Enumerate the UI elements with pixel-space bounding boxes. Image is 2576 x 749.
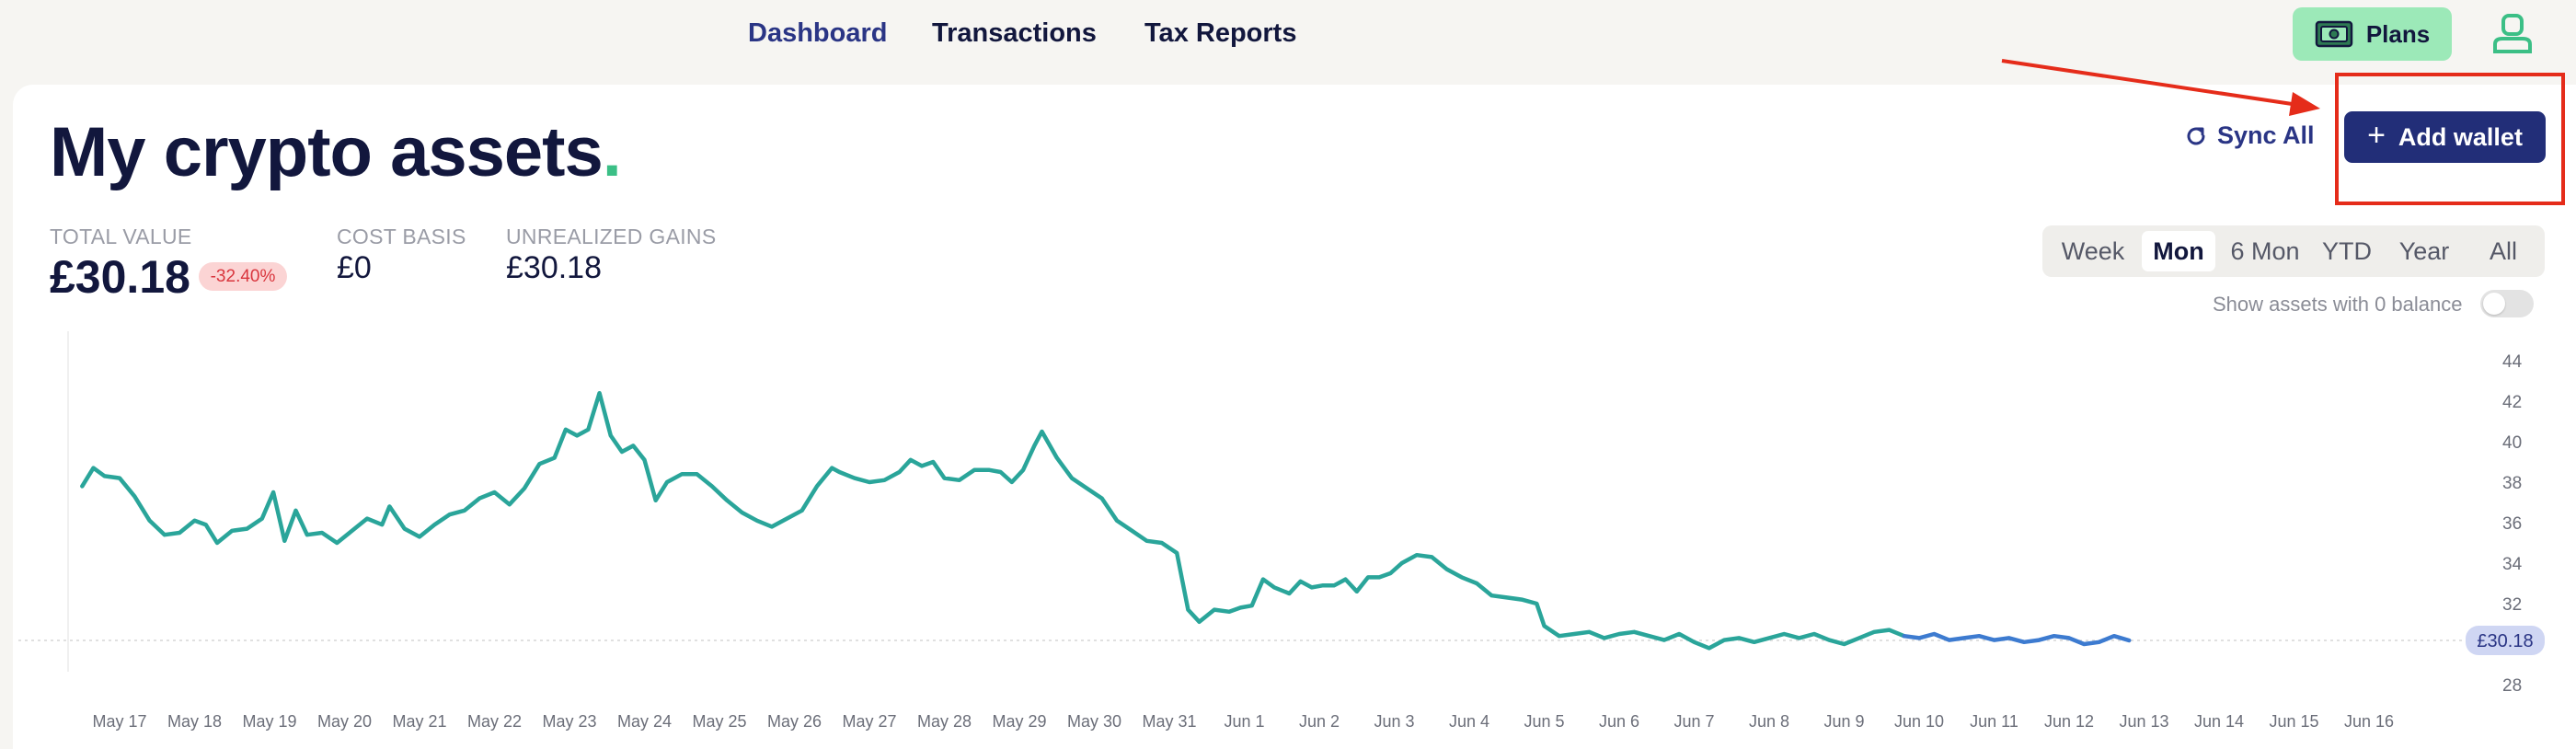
y-tick-label: 34 xyxy=(2502,555,2523,574)
x-tick-label: Jun 16 xyxy=(2344,712,2394,731)
sync-all-button[interactable]: Sync All xyxy=(2184,121,2315,150)
x-tick-label: Jun 1 xyxy=(1224,712,1264,731)
y-tick-label: 44 xyxy=(2502,352,2523,372)
x-tick-label: Jun 14 xyxy=(2194,712,2244,731)
series-line-recent xyxy=(1902,631,2132,647)
cost-basis-value: £0 xyxy=(337,250,372,285)
x-tick-label: Jun 13 xyxy=(2119,712,2168,731)
x-tick-label: May 27 xyxy=(842,712,896,731)
annotation-highlight-box xyxy=(2335,73,2565,205)
x-tick-label: Jun 7 xyxy=(1673,712,1714,731)
current-value-pill xyxy=(2466,626,2545,656)
total-value: £30.18 xyxy=(50,251,190,303)
x-tick-label: Jun 12 xyxy=(2044,712,2094,731)
toggle-knob xyxy=(2483,293,2505,315)
range-week[interactable]: Week xyxy=(2061,236,2125,265)
x-tick-label: May 31 xyxy=(1142,712,1196,731)
range-6-month[interactable]: 6 Mon xyxy=(2230,236,2300,265)
x-tick-label: May 26 xyxy=(767,712,822,731)
plans-label: Plans xyxy=(2365,19,2431,48)
current-value-label: £30.18 xyxy=(2477,631,2533,651)
assets-card xyxy=(13,85,2576,749)
y-tick-label: 42 xyxy=(2502,393,2522,412)
cost-basis-label: COST BASIS xyxy=(337,225,466,248)
top-navigation: Dashboard Transactions Tax Reports Plans xyxy=(0,0,2576,83)
x-tick-label: May 21 xyxy=(392,712,446,731)
zero-balance-label: Show assets with 0 balance xyxy=(2213,293,2463,316)
x-tick-label: Jun 4 xyxy=(1449,712,1489,731)
x-tick-label: Jun 15 xyxy=(2269,712,2318,731)
total-value-label: TOTAL VALUE xyxy=(50,225,192,248)
x-tick-label: May 19 xyxy=(242,712,296,731)
plus-icon: + xyxy=(2367,117,2386,153)
x-tick-label: Jun 9 xyxy=(1823,712,1864,731)
x-tick-label: Jun 6 xyxy=(1599,712,1639,731)
x-tick-label: May 22 xyxy=(467,712,522,731)
y-tick-label: 38 xyxy=(2502,474,2522,493)
range-ytd[interactable]: YTD xyxy=(2322,236,2372,265)
x-tick-label: Jun 8 xyxy=(1749,712,1789,731)
unrealized-gains-label: UNREALIZED GAINS xyxy=(506,225,717,248)
user-profile-icon[interactable] xyxy=(2491,13,2534,55)
x-tick-label: Jun 5 xyxy=(1524,712,1564,731)
nav-tax-reports[interactable]: Tax Reports xyxy=(1144,18,1297,48)
change-badge: -32.40% xyxy=(199,262,287,291)
banknote-icon xyxy=(2315,20,2353,48)
x-tick-label: Jun 10 xyxy=(1894,712,1944,731)
x-tick-label: May 20 xyxy=(317,712,372,731)
x-tick-label: May 28 xyxy=(917,712,972,731)
x-tick-label: Jun 11 xyxy=(1970,712,2018,731)
range-all[interactable]: All xyxy=(2489,236,2517,265)
x-tick-label: May 23 xyxy=(542,712,596,731)
range-month[interactable]: Mon xyxy=(2142,231,2215,271)
series-line xyxy=(80,390,1906,651)
x-tick-label: May 25 xyxy=(692,712,746,731)
x-tick-label: Jun 3 xyxy=(1374,712,1414,731)
x-tick-label: May 29 xyxy=(992,712,1046,731)
y-tick-label: 40 xyxy=(2502,433,2522,453)
add-wallet-label: Add wallet xyxy=(2398,122,2523,151)
nav-dashboard[interactable]: Dashboard xyxy=(748,18,888,48)
x-tick-label: Jun 2 xyxy=(1299,712,1340,731)
refresh-icon xyxy=(2187,127,2205,144)
plans-button[interactable]: Plans xyxy=(2293,7,2452,61)
y-tick-label: 36 xyxy=(2502,514,2522,534)
x-tick-label: May 17 xyxy=(92,712,146,731)
page-title: My crypto assets. xyxy=(50,113,622,191)
unrealized-gains-value: £30.18 xyxy=(506,250,602,285)
y-tick-label: 28 xyxy=(2502,676,2522,696)
range-year[interactable]: Year xyxy=(2398,236,2450,265)
x-tick-label: May 18 xyxy=(167,712,222,731)
x-tick-label: May 24 xyxy=(617,712,672,731)
sync-all-label: Sync All xyxy=(2217,121,2315,149)
add-wallet-button[interactable]: + Add wallet xyxy=(2344,111,2546,163)
nav-transactions[interactable]: Transactions xyxy=(932,18,1097,48)
zero-balance-toggle[interactable] xyxy=(2480,290,2534,317)
y-tick-label: 32 xyxy=(2502,595,2522,615)
time-range-selector: Week Mon 6 Mon YTD Year All xyxy=(2042,225,2545,277)
x-tick-label: May 30 xyxy=(1067,712,1121,731)
